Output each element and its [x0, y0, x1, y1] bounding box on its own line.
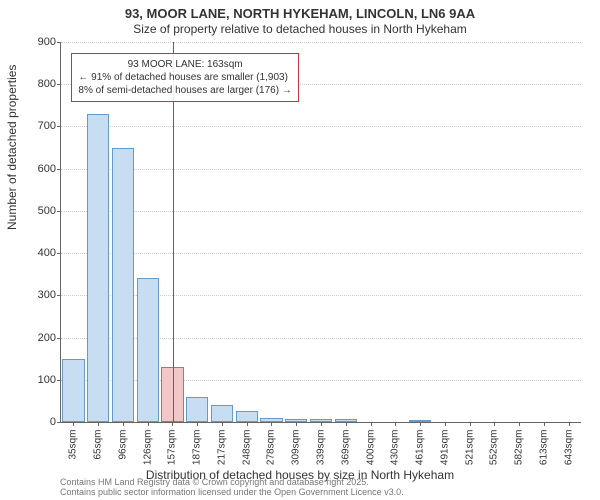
y-tick-label: 200 — [26, 332, 61, 344]
y-tick-label: 500 — [26, 205, 61, 217]
annotation-box: 93 MOOR LANE: 163sqm← 91% of detached ho… — [71, 53, 298, 102]
x-tick-mark — [544, 422, 545, 426]
x-tick-mark — [296, 422, 297, 426]
x-tick-label: 309sqm — [291, 430, 302, 470]
x-tick-label: 643sqm — [563, 430, 574, 470]
x-tick-mark — [519, 422, 520, 426]
chart-subtitle: Size of property relative to detached ho… — [0, 22, 600, 36]
plot-area: 010020030040050060070080090035sqm65sqm96… — [60, 42, 581, 423]
x-tick-label: 582sqm — [514, 430, 525, 470]
annotation-line1: 93 MOOR LANE: 163sqm — [78, 58, 291, 71]
histogram-chart: 93, MOOR LANE, NORTH HYKEHAM, LINCOLN, L… — [0, 0, 600, 500]
x-tick-mark — [470, 422, 471, 426]
x-tick-label: 369sqm — [340, 430, 351, 470]
x-tick-label: 491sqm — [439, 430, 450, 470]
y-axis-label: Number of detached properties — [5, 65, 19, 230]
y-tick-label: 900 — [26, 36, 61, 48]
x-tick-mark — [321, 422, 322, 426]
grid-line — [61, 211, 581, 212]
grid-line — [61, 253, 581, 254]
x-tick-label: 187sqm — [192, 430, 203, 470]
x-tick-label: 248sqm — [241, 430, 252, 470]
credit-text: Contains HM Land Registry data © Crown c… — [60, 477, 404, 497]
histogram-bar — [211, 405, 233, 422]
histogram-bar — [62, 359, 84, 422]
x-tick-label: 126sqm — [142, 430, 153, 470]
x-tick-label: 157sqm — [167, 430, 178, 470]
x-tick-mark — [371, 422, 372, 426]
x-tick-label: 65sqm — [93, 430, 104, 470]
y-tick-label: 400 — [26, 247, 61, 259]
y-tick-mark — [57, 422, 61, 423]
x-tick-mark — [247, 422, 248, 426]
x-tick-mark — [445, 422, 446, 426]
x-tick-mark — [73, 422, 74, 426]
x-tick-label: 35sqm — [68, 430, 79, 470]
x-tick-label: 552sqm — [489, 430, 500, 470]
grid-line — [61, 126, 581, 127]
y-tick-label: 700 — [26, 120, 61, 132]
x-tick-mark — [197, 422, 198, 426]
y-tick-label: 300 — [26, 289, 61, 301]
x-tick-label: 278sqm — [266, 430, 277, 470]
x-tick-label: 339sqm — [316, 430, 327, 470]
histogram-bar — [87, 114, 109, 422]
x-tick-mark — [271, 422, 272, 426]
x-tick-mark — [123, 422, 124, 426]
x-tick-mark — [569, 422, 570, 426]
x-tick-mark — [420, 422, 421, 426]
x-tick-mark — [346, 422, 347, 426]
annotation-line2: ← 91% of detached houses are smaller (1,… — [78, 71, 291, 84]
grid-line — [61, 42, 581, 43]
histogram-bar — [186, 397, 208, 422]
x-tick-mark — [98, 422, 99, 426]
x-tick-mark — [172, 422, 173, 426]
chart-title: 93, MOOR LANE, NORTH HYKEHAM, LINCOLN, L… — [0, 6, 600, 21]
x-tick-label: 217sqm — [216, 430, 227, 470]
histogram-bar — [137, 278, 159, 422]
x-tick-label: 96sqm — [117, 430, 128, 470]
x-tick-label: 461sqm — [415, 430, 426, 470]
y-tick-label: 600 — [26, 163, 61, 175]
y-tick-label: 800 — [26, 78, 61, 90]
x-tick-label: 430sqm — [390, 430, 401, 470]
x-tick-label: 521sqm — [464, 430, 475, 470]
y-tick-label: 100 — [26, 374, 61, 386]
x-tick-label: 613sqm — [538, 430, 549, 470]
histogram-bar — [236, 411, 258, 422]
x-tick-mark — [494, 422, 495, 426]
histogram-bar — [112, 148, 134, 422]
x-tick-mark — [222, 422, 223, 426]
grid-line — [61, 169, 581, 170]
y-tick-label: 0 — [26, 416, 61, 428]
x-tick-label: 400sqm — [365, 430, 376, 470]
x-tick-mark — [148, 422, 149, 426]
x-tick-mark — [395, 422, 396, 426]
annotation-line3: 8% of semi-detached houses are larger (1… — [78, 84, 291, 97]
